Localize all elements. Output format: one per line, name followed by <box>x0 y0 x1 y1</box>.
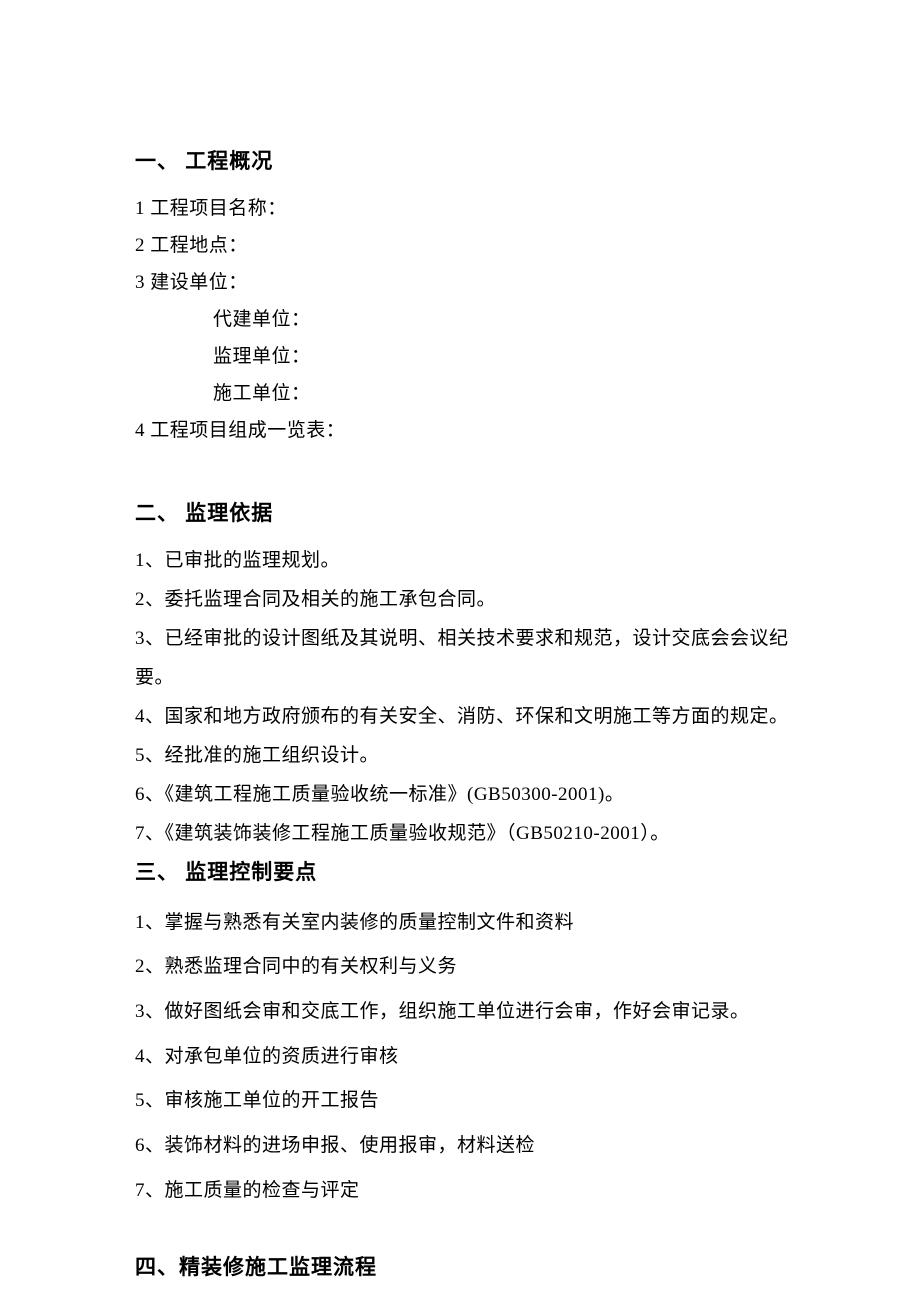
section-3-item-6: 6、装饰材料的进场申报、使用报审，材料送检 <box>135 1124 792 1169</box>
section-gap-3 <box>135 1213 792 1251</box>
section-1-indent-3: 施工单位： <box>135 375 792 412</box>
section-2-item-7: 7、《建筑装饰装修工程施工质量验收规范》（GB50210-2001）。 <box>135 815 792 854</box>
section-3-item-7: 7、施工质量的检查与评定 <box>135 1169 792 1214</box>
section-3-item-4: 4、对承包单位的资质进行审核 <box>135 1035 792 1080</box>
section-4-heading: 四、精装修施工监理流程 <box>135 1251 792 1281</box>
section-3-item-3: 3、做好图纸会审和交底工作，组织施工单位进行会审，作好会审记录。 <box>135 990 792 1035</box>
section-1-indent-2: 监理单位： <box>135 338 792 375</box>
section-2-item-5: 5、经批准的施工组织设计。 <box>135 737 792 776</box>
section-3-item-5: 5、审核施工单位的开工报告 <box>135 1079 792 1124</box>
section-3-item-1: 1、掌握与熟悉有关室内装修的质量控制文件和资料 <box>135 901 792 946</box>
section-1-line-3: 3 建设单位： <box>135 264 792 301</box>
section-1-heading: 一、 工程概况 <box>135 145 792 175</box>
section-gap-1 <box>135 449 792 497</box>
section-1-indent-1: 代建单位： <box>135 301 792 338</box>
section-2-item-3: 3、已经审批的设计图纸及其说明、相关技术要求和规范，设计交底会会议纪要。 <box>135 620 792 698</box>
section-1-line-2: 2 工程地点： <box>135 227 792 264</box>
section-3-heading: 三、 监理控制要点 <box>135 856 792 886</box>
section-1-line-1: 1 工程项目名称： <box>135 190 792 227</box>
section-2-item-4: 4、国家和地方政府颁布的有关安全、消防、环保和文明施工等方面的规定。 <box>135 698 792 737</box>
section-2-item-2: 2、委托监理合同及相关的施工承包合同。 <box>135 581 792 620</box>
section-2-heading: 二、 监理依据 <box>135 497 792 527</box>
section-2-item-1: 1、已审批的监理规划。 <box>135 542 792 581</box>
section-3-item-2: 2、熟悉监理合同中的有关权利与义务 <box>135 945 792 990</box>
section-1-line-4: 4 工程项目组成一览表： <box>135 412 792 449</box>
section-2-item-6: 6、《建筑工程施工质量验收统一标准》(GB50300-2001)。 <box>135 776 792 815</box>
